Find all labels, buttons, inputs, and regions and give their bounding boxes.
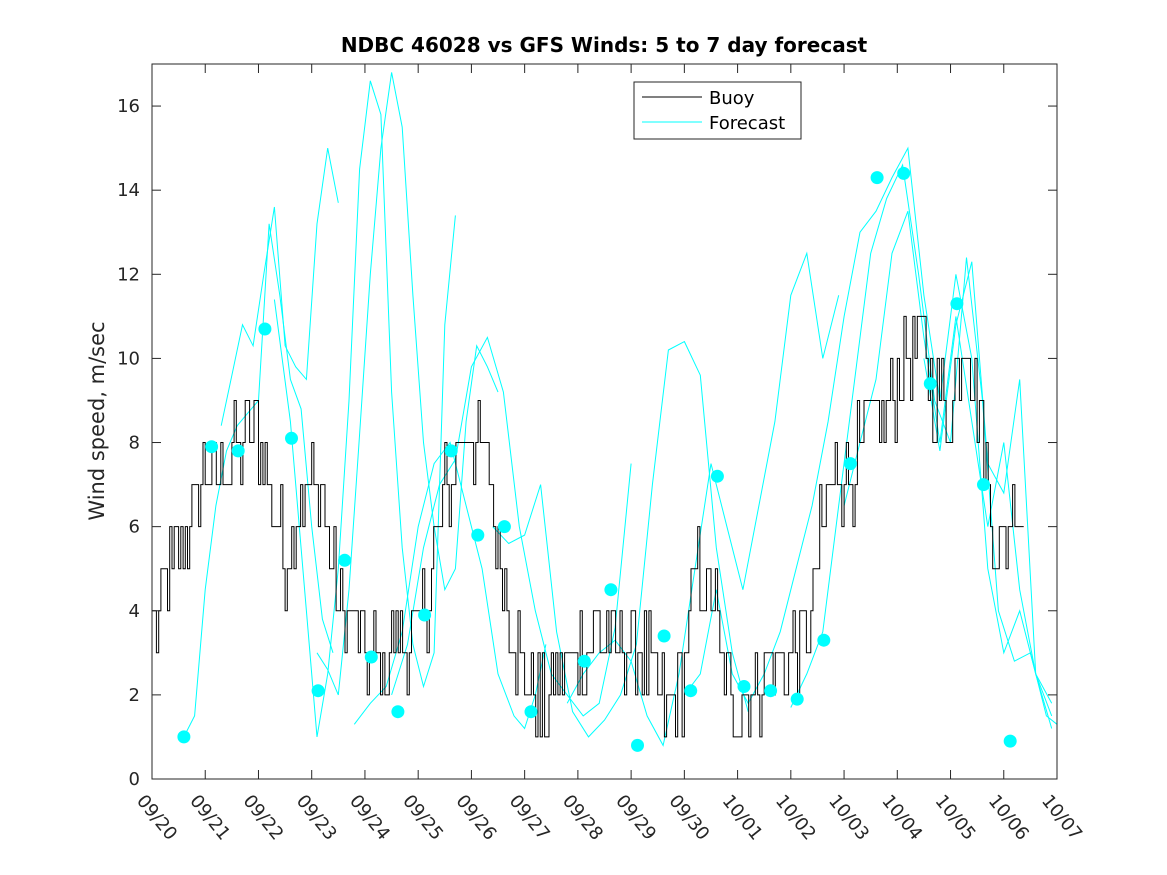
buoy-line (152, 315, 1024, 738)
x-tick-label: 10/04 (877, 791, 926, 845)
chart-title: NDBC 46028 vs GFS Winds: 5 to 7 day fore… (341, 33, 868, 57)
x-tick-label: 10/02 (771, 791, 820, 845)
y-axis-label: Wind speed, m/sec (85, 321, 109, 520)
x-tick-label: 09/23 (292, 791, 341, 845)
forecast-series-line (220, 148, 339, 426)
plot-area (152, 64, 1058, 779)
forecast-marker (418, 608, 432, 622)
forecast-marker (285, 431, 298, 445)
x-tick-label: 09/20 (132, 791, 181, 845)
y-tick-label: 6 (129, 517, 140, 538)
forecast-marker (231, 444, 245, 458)
forecast-marker (870, 171, 884, 185)
legend-buoy-label: Buoy (709, 88, 755, 109)
x-tick-label: 10/05 (931, 791, 980, 845)
forecast-markers (177, 166, 1017, 752)
legend-forecast-label: Forecast (709, 113, 785, 134)
y-tick-label: 8 (129, 433, 140, 454)
x-tick-label: 09/21 (185, 791, 234, 845)
x-tick-label: 09/22 (239, 791, 288, 845)
y-tick-label: 2 (129, 685, 140, 706)
forecast-marker (497, 520, 511, 534)
forecast-marker (764, 684, 778, 698)
forecast-marker (923, 377, 937, 391)
forecast-marker (657, 629, 671, 643)
x-tick-label: 10/06 (984, 791, 1033, 845)
forecast-marker (1003, 734, 1017, 748)
x-tick-label: 10/07 (1037, 791, 1086, 845)
y-tick-label: 0 (129, 769, 140, 790)
y-tick-label: 4 (129, 601, 140, 622)
forecast-series-line (391, 336, 632, 717)
forecast-marker (737, 680, 751, 693)
forecast-marker (977, 478, 990, 492)
x-tick-label: 09/25 (398, 791, 447, 845)
forecast-marker (524, 705, 538, 719)
forecast-marker (604, 583, 618, 597)
y-tick-label: 12 (117, 264, 140, 285)
axes-box (151, 63, 1058, 780)
buoy-line-group (152, 315, 1024, 738)
forecast-marker (205, 440, 219, 454)
forecast-marker (817, 633, 831, 647)
forecast-marker (258, 322, 272, 336)
forecast-marker (311, 684, 325, 698)
x-tick-label: 09/26 (452, 791, 501, 845)
plot-background (152, 64, 1057, 779)
y-tick-label: 10 (117, 348, 140, 369)
forecast-marker (790, 692, 804, 706)
forecast-series-line (566, 251, 840, 747)
y-tick-label: 16 (117, 96, 140, 117)
forecast-marker (177, 730, 191, 744)
forecast-marker (897, 166, 911, 180)
forecast-marker (631, 738, 644, 752)
x-tick-label: 10/03 (824, 791, 873, 845)
x-tick-label: 09/27 (505, 791, 554, 845)
forecast-series-line (843, 211, 1053, 729)
forecast-marker (338, 553, 352, 567)
forecast-marker (444, 444, 458, 458)
y-axis-ticks: 0 2 4 6 8 10 12 14 16 (117, 96, 1057, 790)
forecast-marker (577, 654, 591, 668)
forecast-series-line (684, 146, 1053, 717)
x-tick-label: 09/29 (611, 791, 660, 845)
legend-box (633, 81, 802, 140)
forecast-marker (950, 297, 964, 311)
x-tick-label: 09/30 (664, 791, 713, 845)
forecast-marker (391, 705, 405, 719)
forecast-marker (684, 684, 698, 698)
forecast-marker (710, 469, 724, 483)
x-tick-label: 09/28 (558, 791, 607, 845)
x-tick-label: 10/01 (718, 791, 767, 845)
legend: Buoy Forecast (633, 81, 802, 140)
x-tick-label: 09/24 (345, 791, 394, 845)
forecast-series-line (492, 340, 749, 738)
forecast-marker (471, 528, 485, 542)
forecast-marker (843, 457, 857, 471)
forecast-marker (364, 650, 378, 664)
forecast-series-line (316, 72, 499, 696)
y-tick-label: 14 (117, 180, 140, 201)
